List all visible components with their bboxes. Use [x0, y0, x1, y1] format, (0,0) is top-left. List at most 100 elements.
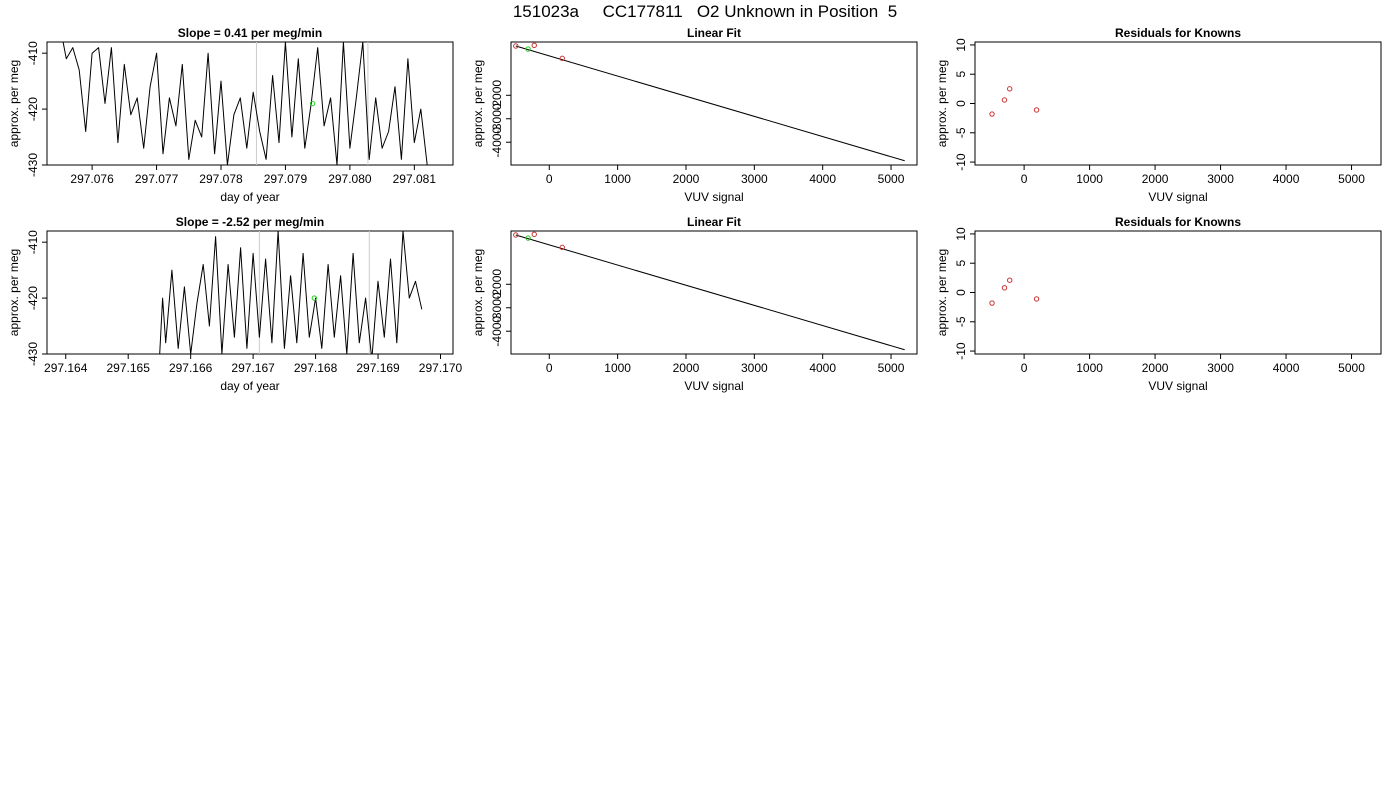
chart-3-y-tick-label: 5: [954, 71, 968, 78]
chart-1-x-tick-label: 297.077: [135, 172, 179, 186]
chart-5-unknown-point: [525, 235, 531, 241]
chart-6-residual-point: [1007, 277, 1013, 283]
chart-2-x-tick-label: 3000: [741, 172, 768, 186]
chart-5-data: [513, 231, 905, 351]
chart-1: Slope = 0.41 per meg/min 297.076 297.077 29…: [7, 26, 454, 204]
chart-2-frame: [510, 41, 918, 166]
chart-3-residual-point: [989, 111, 995, 117]
chart-6-y-tick-label: 0: [954, 289, 968, 296]
chart-4-y-tick-label: -430: [26, 342, 40, 366]
chart-3-x-axis-label: VUV signal: [1148, 190, 1207, 204]
panels: Slope = 0.41 per meg/min 297.076 297.077 29…: [7, 26, 1382, 393]
chart-3-x-tick-label: 2000: [1142, 172, 1169, 186]
chart-3-x-tick-label: 0: [1021, 172, 1028, 186]
chart-2: Linear Fit 0 1000 2000 3000 4000 5000 -2000-300…: [471, 26, 918, 204]
chart-1-x-axis-label: day of year: [220, 190, 279, 204]
chart-6-x-tick-label: 2000: [1142, 361, 1169, 375]
chart-4-y-axis-label: approx. per meg: [7, 249, 21, 336]
chart-6-y-tick-label: 10: [954, 227, 968, 241]
chart-4-x-axis-label: day of year: [220, 379, 279, 393]
chart-4-x-tick-label: 297.164: [44, 361, 88, 375]
chart-6-x-tick-label: 3000: [1207, 361, 1234, 375]
chart-6-data: [989, 277, 1040, 306]
chart-4-x-tick-label: 297.165: [107, 361, 151, 375]
chart-3-x-tick-label: 5000: [1338, 172, 1365, 186]
chart-2-known-point: [559, 55, 565, 62]
chart-4-series-line: [159, 231, 423, 354]
chart-4-x-tick-label: 297.167: [231, 361, 275, 375]
chart-6: Residuals for Knowns 0 1000 2000 3000 4000 500…: [935, 215, 1382, 393]
chart-4-y-tick-label: -410: [26, 230, 40, 254]
chart-5-fit-line: [515, 234, 905, 351]
chart-3-y-tick-label: -10: [954, 153, 968, 171]
chart-3-x-tick-label: 1000: [1076, 172, 1103, 186]
chart-2-x-tick-label: 1000: [604, 172, 631, 186]
chart-6-x-tick-label: 1000: [1076, 361, 1103, 375]
chart-5-x-tick-label: 2000: [673, 361, 700, 375]
chart-6-title: Residuals for Knowns: [1115, 215, 1241, 229]
chart-6-y-tick-label: -5: [954, 316, 968, 327]
chart-5-y-axis-label: approx. per meg: [471, 249, 485, 336]
chart-1-highlight-point: [309, 100, 316, 107]
chart-3-y-tick-label: 10: [954, 38, 968, 52]
chart-6-residual-point: [989, 300, 995, 306]
chart-5-x-tick-label: 3000: [741, 361, 768, 375]
chart-3: Residuals for Knowns 0 1000 2000 3000 4000 500…: [935, 26, 1382, 204]
chart-2-y-tick-label: -2000: [490, 80, 504, 111]
chart-3-residual-point: [1001, 97, 1008, 103]
chart-4-title: Slope = -2.52 per meg/min: [176, 215, 324, 229]
chart-2-title: Linear Fit: [687, 26, 741, 40]
chart-2-unknown-point: [525, 46, 531, 52]
chart-5-known-point: [531, 231, 537, 238]
chart-1-y-axis-label: approx. per meg: [7, 60, 21, 147]
chart-1-x-tick-label: 297.076: [70, 172, 114, 186]
chart-2-data: [513, 42, 905, 162]
chart-2-x-axis-label: VUV signal: [684, 190, 743, 204]
chart-5-x-tick-label: 4000: [809, 361, 836, 375]
chart-6-y-tick-label: 5: [954, 260, 968, 267]
chart-1-series-line: [62, 42, 428, 165]
chart-4-data: [159, 231, 423, 354]
chart-3-residual-point: [1033, 107, 1040, 113]
chart-3-data: [989, 86, 1040, 117]
page-title: 151023a CC177811 O2 Unknown in Position …: [513, 2, 897, 21]
chart-5-y-tick-label: -4000: [490, 316, 504, 347]
chart-4-highlight-point: [311, 295, 318, 301]
chart-6-x-tick-label: 4000: [1273, 361, 1300, 375]
chart-2-fit-line: [515, 45, 905, 162]
chart-4-frame: [46, 230, 454, 355]
chart-2-known-point: [531, 42, 537, 49]
chart-2-x-tick-label: 5000: [878, 172, 905, 186]
chart-6-x-tick-label: 5000: [1338, 361, 1365, 375]
chart-4-x-tick-label: 297.170: [419, 361, 463, 375]
chart-5-x-tick-label: 0: [546, 361, 553, 375]
chart-5-title: Linear Fit: [687, 215, 741, 229]
chart-2-y-tick-label: -4000: [490, 127, 504, 158]
chart-3-x-tick-label: 4000: [1273, 172, 1300, 186]
chart-3-title: Residuals for Knowns: [1115, 26, 1241, 40]
chart-4-x-tick-label: 297.166: [169, 361, 213, 375]
chart-6-x-axis-label: VUV signal: [1148, 379, 1207, 393]
chart-2-x-tick-label: 4000: [809, 172, 836, 186]
chart-6-y-tick-label: -10: [954, 342, 968, 360]
chart-1-data: [62, 42, 428, 165]
chart-3-y-tick-label: 0: [954, 100, 968, 107]
chart-1-x-tick-label: 297.078: [199, 172, 243, 186]
chart-1-y-tick-label: -410: [26, 41, 40, 65]
chart-6-y-axis-label: approx. per meg: [935, 249, 949, 336]
chart-5-known-point: [559, 244, 565, 251]
chart-5-x-axis-label: VUV signal: [684, 379, 743, 393]
chart-2-x-tick-label: 2000: [673, 172, 700, 186]
chart-1-title: Slope = 0.41 per meg/min: [178, 26, 322, 40]
chart-5-y-tick-label: -2000: [490, 269, 504, 300]
chart-6-residual-point: [1001, 285, 1008, 291]
chart-2-y-axis-label: approx. per meg: [471, 60, 485, 147]
chart-1-x-tick-label: 297.079: [264, 172, 308, 186]
chart-4-x-tick-label: 297.169: [356, 361, 400, 375]
chart-1-y-tick-label: -420: [26, 97, 40, 121]
chart-4-x-tick-label: 297.168: [294, 361, 338, 375]
chart-3-x-tick-label: 3000: [1207, 172, 1234, 186]
chart-2-y-tick-label: -3000: [490, 103, 504, 134]
